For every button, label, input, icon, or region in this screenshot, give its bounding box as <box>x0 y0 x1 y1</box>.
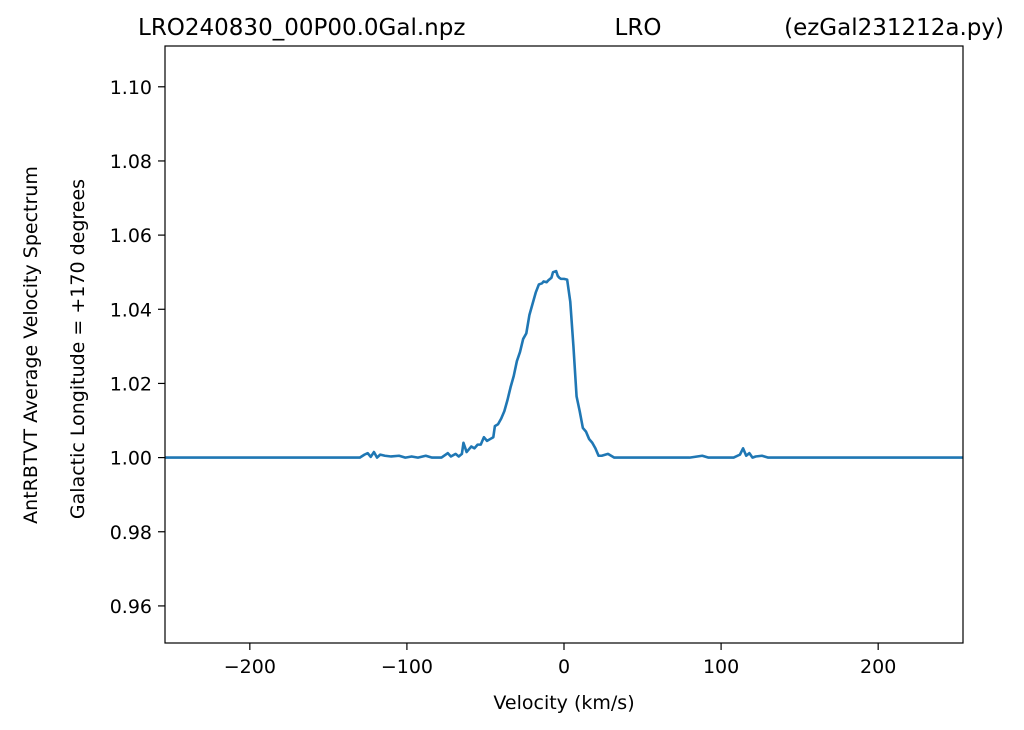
title-filename: LRO240830_00P00.0Gal.npz <box>138 15 465 41</box>
title-observatory: LRO <box>615 15 662 41</box>
x-tick-label: −100 <box>381 656 433 678</box>
y-tick-label: 1.00 <box>110 448 152 470</box>
y-axis-label-outer: AntRBTVT Average Velocity Spectrum <box>20 166 42 524</box>
plot-area <box>165 269 963 459</box>
y-tick-label: 1.06 <box>110 225 152 247</box>
y-tick-label: 1.04 <box>110 299 152 321</box>
spectrum-line <box>165 269 963 459</box>
title-script: (ezGal231212a.py) <box>784 15 1004 41</box>
x-tick-label: 100 <box>703 656 739 678</box>
axes-frame <box>164 45 964 644</box>
y-axis-label-inner: Galactic Longitude = +170 degrees <box>67 179 89 519</box>
y-tick-label: 1.08 <box>110 151 152 173</box>
x-axis-label: Velocity (km/s) <box>493 692 634 714</box>
y-tick-label: 0.96 <box>110 596 152 618</box>
axis-ticks: −200 −100 0 100 200 0.96 0.98 1.00 1.02 1.04 1.06 1… <box>110 77 897 678</box>
y-tick-label: 1.10 <box>110 77 152 99</box>
y-tick-label: 1.02 <box>110 373 152 395</box>
x-tick-label: 200 <box>860 656 896 678</box>
y-tick-label: 0.98 <box>110 522 152 544</box>
x-tick-label: 0 <box>558 656 570 678</box>
x-tick-label: −200 <box>224 656 276 678</box>
